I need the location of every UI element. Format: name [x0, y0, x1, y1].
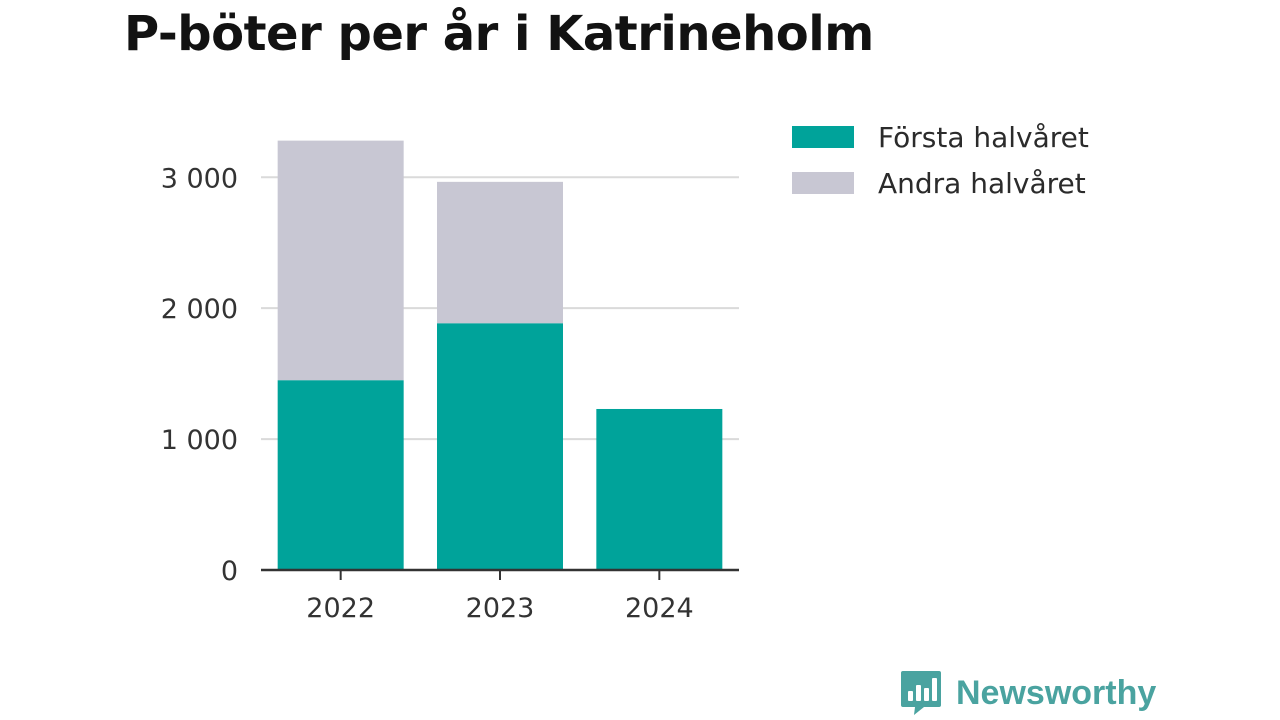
legend: Första halvåret Andra halvåret: [792, 114, 1089, 206]
x-tick-label: 2023: [466, 593, 535, 624]
legend-swatch-first-half: [792, 126, 854, 148]
chart-title: P-böter per år i Katrineholm: [124, 6, 874, 62]
y-tick-label: 3 000: [161, 163, 238, 194]
legend-item-second-half: Andra halvåret: [792, 160, 1089, 206]
bar-2022-series-0: [277, 380, 404, 570]
bar-2023-series-1: [437, 181, 563, 324]
axes: 0 1 000 2 000 3 000 2022 2023 2024: [161, 163, 739, 624]
brand-name: Newsworthy: [956, 673, 1157, 712]
bar-2022-series-1: [277, 140, 404, 381]
y-tick-label: 2 000: [161, 294, 238, 325]
x-tick-label: 2024: [625, 593, 694, 624]
bar-2024-series-0: [596, 408, 723, 570]
bar-2023-series-0: [437, 323, 563, 570]
y-tick-label: 1 000: [161, 425, 238, 456]
bars: [277, 140, 723, 570]
legend-label-second-half: Andra halvåret: [878, 166, 1086, 200]
legend-swatch-second-half: [792, 172, 854, 194]
legend-item-first-half: Första halvåret: [792, 114, 1089, 160]
x-tick-label: 2022: [306, 593, 375, 624]
brand-logo: Newsworthy: [900, 670, 1156, 716]
y-tick-label: 0: [221, 556, 238, 587]
legend-label-first-half: Första halvåret: [878, 120, 1089, 154]
bar-chart-speech-bubble-icon: [901, 671, 941, 715]
